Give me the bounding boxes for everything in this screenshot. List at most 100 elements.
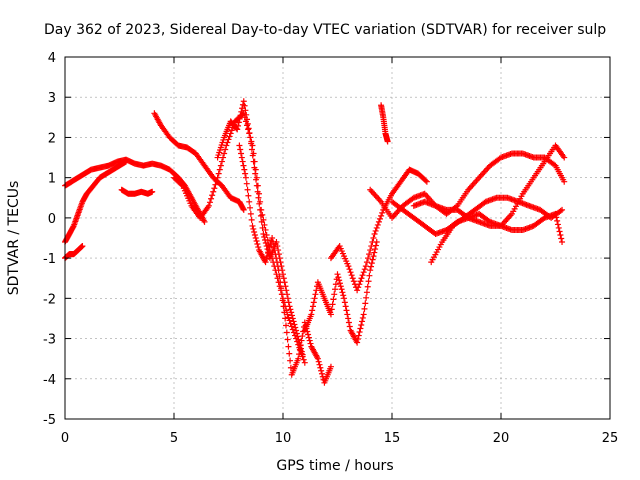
series-trace-o	[428, 194, 566, 266]
data-point-interp	[364, 283, 371, 290]
data-point-interp	[280, 275, 287, 282]
data-point-interp	[369, 239, 376, 246]
data-point-interp	[331, 291, 338, 298]
data-point-interp	[285, 343, 292, 350]
data-point-interp	[263, 256, 270, 263]
series-trace-k	[378, 102, 391, 145]
data-point-interp	[378, 212, 385, 219]
y-axis-label: SDTVAR / TECUs	[6, 181, 22, 296]
data-point-interp	[339, 289, 346, 296]
data-point-interp	[342, 303, 349, 310]
data-point	[354, 287, 361, 294]
data-point-interp	[247, 210, 254, 217]
data-point-interp	[332, 281, 339, 288]
data-point	[236, 142, 243, 149]
data-point-interp	[340, 292, 347, 299]
data-point-interp	[368, 243, 375, 250]
data-point-interp	[273, 255, 280, 262]
data-point	[242, 174, 249, 181]
data-point	[423, 178, 430, 185]
data-point-interp	[554, 217, 561, 224]
y-tick-label: -4	[43, 373, 56, 388]
data-point-interp	[287, 364, 294, 371]
y-tick-label: 1	[48, 172, 56, 187]
data-point	[561, 178, 568, 185]
data-point-interp	[242, 107, 249, 114]
data-point-interp	[341, 299, 348, 306]
data-point-interp	[277, 279, 284, 286]
y-tick-label: -5	[43, 413, 56, 428]
data-point-interp	[363, 289, 370, 296]
data-point-interp	[259, 211, 266, 218]
data-point-interp	[209, 192, 216, 199]
data-point-interp	[265, 247, 272, 254]
data-point-interp	[316, 361, 323, 368]
x-tick-label: 5	[170, 431, 178, 446]
data-point-interp	[282, 322, 289, 329]
data-point	[308, 311, 315, 318]
data-point-interp	[330, 296, 337, 303]
y-tick-label: 4	[48, 51, 56, 66]
data-point-interp	[254, 188, 261, 195]
data-point-interp	[306, 337, 313, 344]
data-point-interp	[345, 315, 352, 322]
data-point	[354, 339, 361, 346]
data-point-interp	[348, 272, 355, 279]
series-trace-b	[62, 158, 130, 246]
data-point-interp	[244, 116, 251, 123]
data-point	[367, 267, 374, 274]
data-point-interp	[357, 325, 364, 332]
data-point-interp	[311, 295, 318, 302]
data-point-interp	[362, 300, 369, 307]
data-point-interp	[287, 357, 294, 364]
data-point	[260, 230, 267, 237]
data-point-interp	[355, 284, 362, 291]
data-point-interp	[218, 158, 225, 165]
data-point-interp	[367, 247, 374, 254]
data-point	[334, 271, 341, 278]
data-point	[234, 126, 241, 133]
data-point-interp	[253, 176, 260, 183]
data-point-interp	[357, 278, 364, 285]
data-point-interp	[358, 275, 365, 282]
data-point	[295, 355, 302, 362]
data-point-interp	[213, 178, 220, 185]
data-point-interp	[557, 207, 564, 214]
data-point-interp	[228, 127, 235, 134]
data-point-interp	[222, 146, 229, 153]
data-point-interp	[251, 228, 258, 235]
data-point-interp	[287, 306, 294, 313]
data-point-interp	[251, 231, 258, 238]
data-point-interp	[370, 253, 377, 260]
y-tick-label: -1	[43, 252, 56, 267]
data-point-interp	[555, 224, 562, 231]
data-point	[205, 202, 212, 209]
data-point-interp	[288, 312, 295, 319]
data-point-interp	[329, 301, 336, 308]
data-point-interp	[282, 283, 289, 290]
series-trace-d	[118, 186, 156, 197]
data-point	[240, 206, 247, 213]
data-point-interp	[254, 241, 261, 248]
data-point-interp	[297, 342, 304, 349]
x-tick-label: 10	[275, 431, 292, 446]
series-trace-i	[301, 239, 380, 346]
data-point-interp	[354, 336, 361, 343]
data-point-interp	[363, 294, 370, 301]
grid-layer	[65, 57, 610, 419]
x-tick-label: 0	[61, 431, 69, 446]
data-point-interp	[422, 177, 429, 184]
data-point-interp	[239, 158, 246, 165]
data-point-interp	[238, 154, 245, 161]
data-point-interp	[359, 314, 366, 321]
data-point	[249, 222, 256, 229]
data-point-interp	[284, 295, 291, 302]
data-point-interp	[246, 129, 253, 136]
data-point-interp	[359, 318, 366, 325]
data-point-interp	[356, 329, 363, 336]
data-point-interp	[369, 256, 376, 263]
data-point-interp	[296, 351, 303, 358]
data-point-interp	[262, 237, 269, 244]
series-trace-e	[151, 110, 247, 213]
data-point-interp	[286, 317, 293, 324]
